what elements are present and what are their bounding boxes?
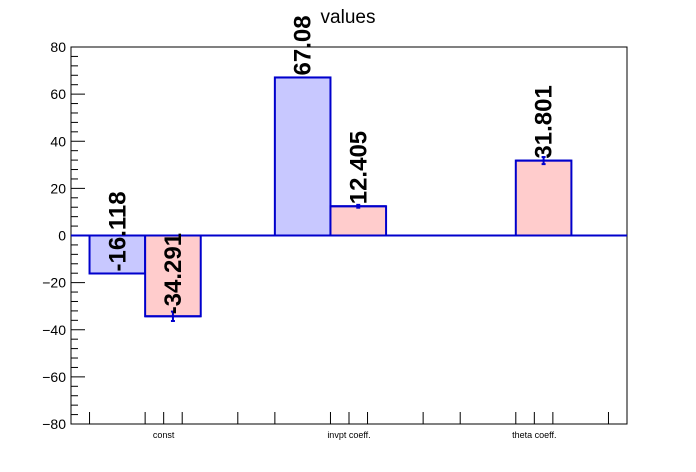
bar-labels: -16.118 67.08 -34.291 12.405 31.801 [104, 15, 557, 314]
bar-value-label: 31.801 [531, 85, 558, 158]
y-tick-label: 60 [50, 86, 66, 102]
bar [514, 159, 573, 237]
x-category-label: theta coeff. [512, 430, 556, 440]
y-tick-label: 20 [50, 180, 66, 196]
x-axis: const invpt coeff. theta coeff. [89, 412, 609, 440]
y-tick-label: −80 [42, 416, 66, 432]
x-category-label: const [153, 430, 175, 440]
y-tick-label: −40 [42, 322, 66, 338]
x-category-label: invpt coeff. [327, 430, 370, 440]
bar-value-label: 67.08 [290, 15, 317, 75]
chart-title: values [321, 7, 376, 28]
y-tick-label: −60 [42, 369, 66, 385]
y-tick-label: 80 [50, 39, 66, 55]
y-tick-label: 0 [58, 228, 66, 244]
bar-value-label: -16.118 [104, 191, 131, 271]
bar-value-label: -34.291 [160, 233, 187, 314]
bar [273, 76, 332, 237]
bar [329, 205, 388, 237]
bar-value-label: 12.405 [345, 131, 372, 204]
bars [88, 76, 573, 323]
y-tick-label: −20 [42, 275, 66, 291]
y-axis: −80 −60 −40 −20 0 20 40 60 80 [42, 39, 85, 432]
y-tick-label: 40 [50, 133, 66, 149]
bar [144, 234, 202, 318]
